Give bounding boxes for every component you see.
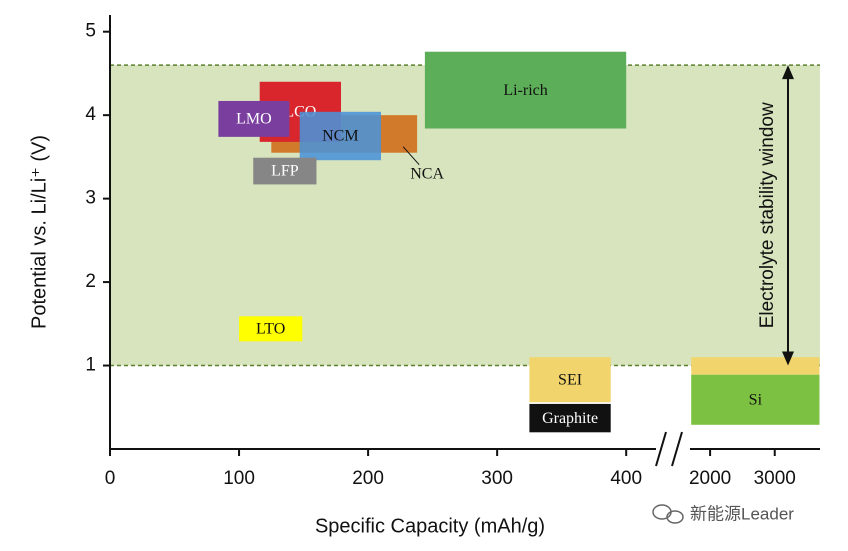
box-label: Li-rich [503,82,547,99]
range-box [218,100,290,137]
box-label: NCM [322,128,358,145]
box-label: LMO [236,111,272,128]
y-tick-label: 3 [85,188,96,209]
y-tick-label: 4 [85,104,96,125]
box-label: LTO [256,320,285,337]
x-tick-label: 400 [610,468,642,489]
y-tick-label: 1 [85,355,96,376]
range-box [299,111,381,161]
x-tick-label: 100 [223,468,255,489]
axis-break [655,431,683,467]
leader-line [402,146,420,166]
box-label: Graphite [542,410,598,427]
range-box [691,374,820,425]
plot: NCALCOLMONCMLFPLi-richLTOSEIGraphiteSiEl… [85,15,820,489]
y-tick-label: 2 [85,271,96,292]
box-label: Si [749,391,763,408]
box-label: NCA [410,165,444,182]
box-label: LFP [271,163,299,180]
watermark-icon [652,504,684,524]
range-box [529,403,611,433]
range-box [529,357,611,403]
range-box [253,157,317,185]
y-tick-label: 5 [85,21,96,42]
box-label: SEI [558,371,582,388]
x-tick-label: 3000 [754,468,796,489]
x-tick-label: 200 [352,468,384,489]
x-tick-label: 0 [105,468,116,489]
x-tick-label: 300 [481,468,513,489]
watermark: 新能源Leader [690,504,794,523]
range-box [239,316,303,342]
window-label: Electrolyte stability window [757,102,778,328]
x-axis-label: Specific Capacity (mAh/g) [315,515,545,537]
range-box [691,357,820,375]
range-box [424,51,627,129]
x-tick-label: 2000 [689,468,731,489]
y-axis-label: Potential vs. Li/Li⁺ (V) [28,135,50,329]
